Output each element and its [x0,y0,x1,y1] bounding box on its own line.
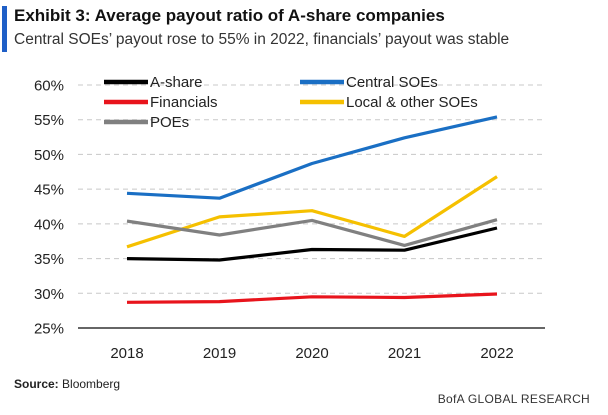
x-tick-label: 2018 [110,345,143,362]
y-tick-label: 30% [34,286,64,303]
legend-label: A-share [150,74,203,91]
legend-label: POEs [150,114,189,131]
source-label: Source: [14,377,59,391]
y-tick-label: 55% [34,112,64,129]
x-tick-label: 2019 [203,345,236,362]
series-line [126,115,498,200]
y-tick-label: 45% [34,182,64,199]
y-tick-label: 35% [34,251,64,268]
legend-label: Financials [150,94,218,111]
legend-label: Central SOEs [346,74,438,91]
source-value: Bloomberg [62,377,121,391]
series-line [126,175,498,249]
legend-label: Local & other SOEs [346,94,478,111]
brand-label: BofA GLOBAL RESEARCH [437,392,590,406]
accent-bar [2,6,7,52]
y-tick-label: 60% [34,78,64,95]
x-tick-label: 2021 [388,345,421,362]
y-tick-label: 25% [34,321,64,338]
source-note: Source: Bloomberg [14,377,120,391]
series-line [126,218,498,247]
y-tick-label: 40% [34,216,64,233]
chart-title: Exhibit 3: Average payout ratio of A-sha… [14,6,445,25]
series-line [126,226,498,262]
series-line [126,292,498,304]
y-tick-label: 50% [34,147,64,164]
x-tick-label: 2020 [295,345,328,362]
chart-subtitle: Central SOEs’ payout rose to 55% in 2022… [14,31,510,48]
x-tick-label: 2022 [480,345,513,362]
